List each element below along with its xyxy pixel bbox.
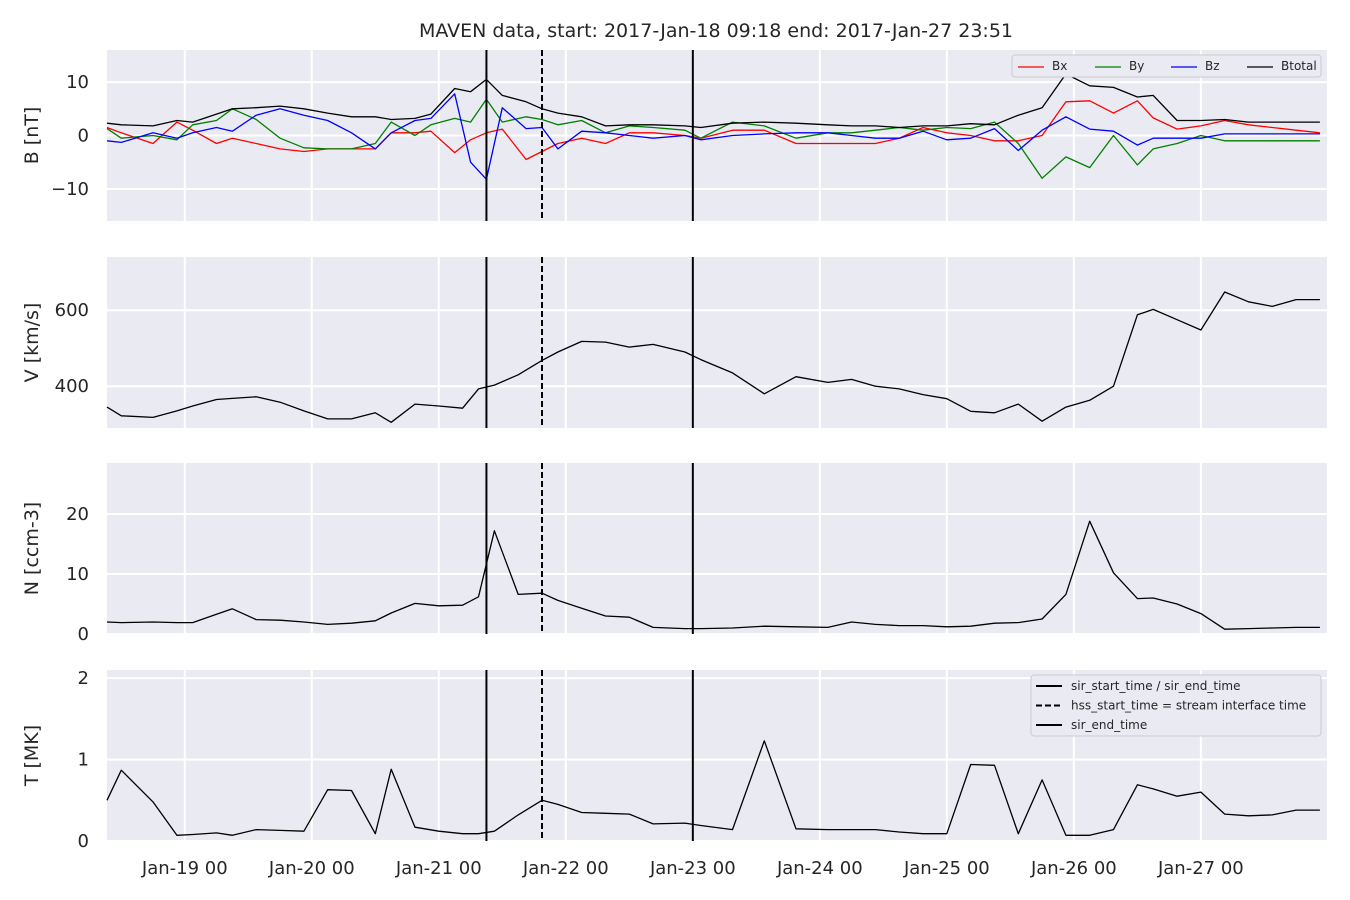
series-line-Btotal [106, 73, 1320, 129]
y-axis-label-B: B [nT] [21, 107, 43, 165]
plot-area-N [107, 463, 1327, 634]
panel-T: 0 1 2 T [MK] sir_start_time / sir_end_timehs… [21, 668, 1327, 852]
legend-box [1011, 54, 1322, 78]
y-axis-label-N: N [ccm-3] [21, 502, 43, 595]
legend-box [1030, 674, 1322, 737]
panel-B: −10 0 10 B [nT] Bx By Bz Btotal [21, 50, 1327, 221]
panel-N: 0 10 20 N [ccm-3] [21, 463, 1327, 645]
legend-label-By: By [1129, 59, 1144, 73]
y-tick-label: 2 [78, 668, 89, 689]
y-tick-label: 600 [55, 300, 89, 321]
panel-V: 400 600 V [km/s] [21, 257, 1327, 428]
series-line-Bz [106, 93, 1320, 180]
legend-T: sir_start_time / sir_end_time hss_start_t… [1030, 674, 1322, 737]
plot-area-V [107, 257, 1327, 428]
series-line-By [106, 98, 1320, 179]
y-tick-label: 20 [66, 504, 89, 525]
chart-title: MAVEN data, start: 2017-Jan-18 09:18 end… [419, 20, 1013, 42]
legend-B: Bx By Bz Btotal [1011, 54, 1322, 78]
series-line-Bx [106, 100, 1320, 161]
legend-label-marker-1: sir_start_time / sir_end_time [1071, 679, 1241, 693]
x-tick-label: Jan-24 00 [776, 858, 863, 879]
x-tick-label: Jan-22 00 [522, 858, 609, 879]
y-tick-label: 400 [55, 376, 89, 397]
legend-label-marker-3: sir_end_time [1071, 718, 1147, 732]
y-axis-label-V: V [km/s] [21, 303, 43, 383]
y-tick-label: 0 [78, 831, 89, 852]
x-tick-label: Jan-23 00 [649, 858, 736, 879]
y-tick-label: 10 [66, 72, 89, 93]
legend-label-marker-2: hss_start_time = stream interface time [1071, 699, 1306, 713]
y-tick-label: 1 [78, 750, 89, 771]
series-line-T [106, 740, 1320, 836]
x-tick-label: Jan-27 00 [1157, 858, 1244, 879]
x-tick-label: Jan-21 00 [395, 858, 482, 879]
y-tick-label: 0 [78, 126, 89, 147]
legend-label-Bx: Bx [1052, 59, 1067, 73]
y-axis-label-T: T [MK] [21, 725, 43, 787]
legend-label-Btotal: Btotal [1281, 59, 1317, 73]
x-tick-label: Jan-20 00 [268, 858, 355, 879]
x-tick-label: Jan-26 00 [1030, 858, 1117, 879]
y-tick-label: 10 [66, 564, 89, 585]
series-line-N [106, 520, 1320, 630]
y-tick-label: −10 [51, 179, 89, 200]
series-line-V [106, 291, 1320, 423]
x-tick-label: Jan-19 00 [141, 858, 228, 879]
x-axis: Jan-19 00 Jan-20 00 Jan-21 00 Jan-22 00 Jan-… [141, 858, 1244, 879]
legend-label-Bz: Bz [1205, 59, 1220, 73]
x-tick-label: Jan-25 00 [903, 858, 990, 879]
y-tick-label: 0 [78, 624, 89, 645]
